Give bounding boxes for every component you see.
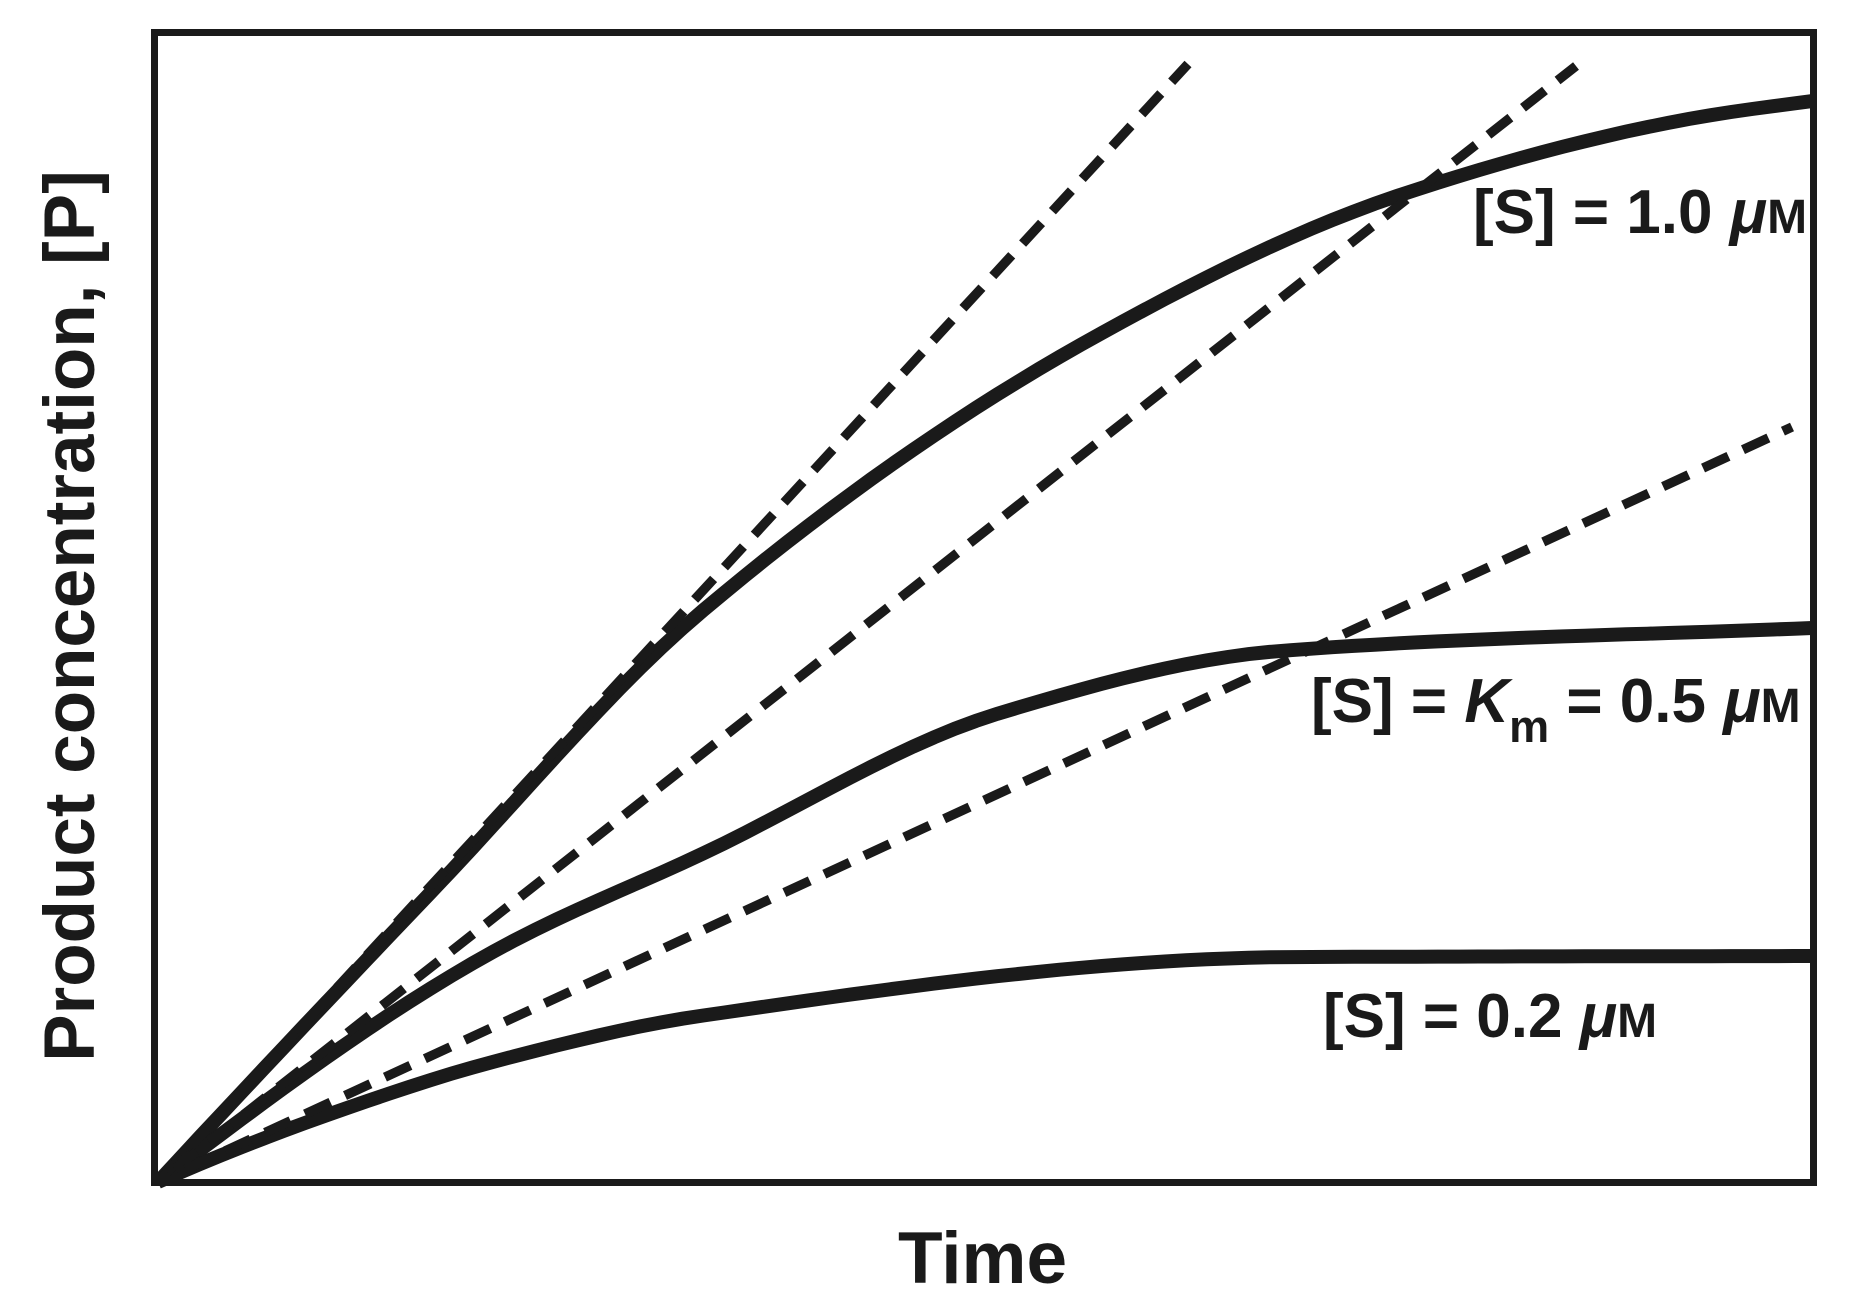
svg-text:Time: Time [898,1218,1067,1299]
svg-text:[S] = 1.0 μM: [S] = 1.0 μM [1473,178,1807,247]
svg-text:Product concentration, [P]: Product concentration, [P] [31,170,110,1062]
svg-text:[S] = Km = 0.5 μM: [S] = Km = 0.5 μM [1311,667,1801,752]
svg-text:[S] = 0.2 μM: [S] = 0.2 μM [1323,982,1657,1051]
